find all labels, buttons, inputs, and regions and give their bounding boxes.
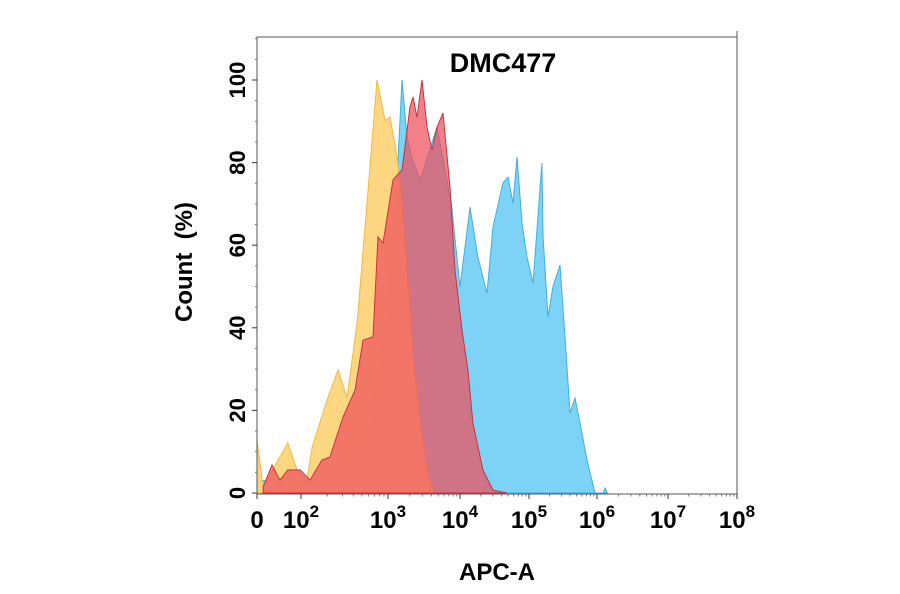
x-tick-base: 10 (442, 507, 469, 534)
x-tick-exponent: 5 (538, 502, 547, 521)
y-tick-label: 20 (225, 398, 250, 422)
x-tick-label: 105 (511, 502, 547, 534)
x-axis-label: APC-A (459, 559, 535, 586)
x-tick-base: 10 (370, 507, 397, 534)
histogram-series-3 (262, 79, 508, 494)
y-tick-label: 0 (225, 487, 250, 499)
chart-title: DMC477 (450, 48, 557, 78)
y-tick-label: 100 (225, 62, 250, 99)
x-tick-exponent: 3 (397, 502, 406, 521)
x-tick-base: 10 (579, 507, 606, 534)
x-tick-base: 10 (650, 507, 677, 534)
x-tick-label: 103 (370, 502, 406, 534)
x-tick-base: 10 (511, 507, 538, 534)
x-tick-base: 10 (719, 507, 746, 534)
x-tick-exponent: 4 (469, 502, 479, 521)
y-tick-label: 40 (225, 316, 250, 340)
x-tick-label: 107 (650, 502, 686, 534)
y-tick-label: 80 (225, 150, 250, 174)
x-tick-label: 106 (579, 502, 615, 534)
series-layer (256, 79, 609, 494)
x-tick-exponent: 6 (606, 502, 615, 521)
x-tick-base: 10 (283, 507, 310, 534)
x-tick-label: 104 (442, 502, 479, 534)
y-axis-label: Count (%) (171, 202, 198, 322)
x-tick-exponent: 8 (746, 502, 755, 521)
x-tick-label: 102 (283, 502, 319, 534)
x-tick-exponent: 7 (677, 502, 686, 521)
x-tick-exponent: 2 (310, 502, 319, 521)
y-tick-label: 60 (225, 233, 250, 257)
x-tick-base: 0 (250, 507, 263, 534)
x-tick-label: 0 (250, 507, 263, 534)
x-tick-label: 108 (719, 502, 755, 534)
